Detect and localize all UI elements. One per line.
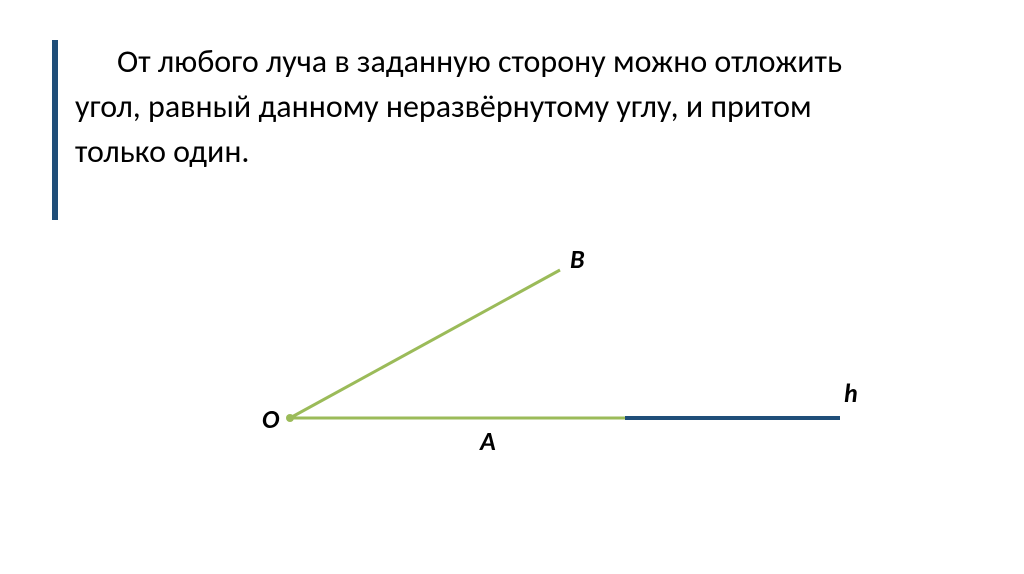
theorem-text: От любого луча в заданную сторону можно … [75, 40, 895, 174]
point-O [286, 414, 294, 422]
label-O: O [262, 403, 280, 435]
label-h: h [844, 377, 858, 409]
accent-bar [52, 40, 58, 220]
label-B: B [570, 250, 585, 275]
label-A: A [479, 425, 496, 457]
theorem-line: От любого луча в заданную сторону можно … [75, 42, 842, 171]
angle-diagram: B h O A [200, 250, 900, 500]
ray-OB [290, 270, 560, 418]
